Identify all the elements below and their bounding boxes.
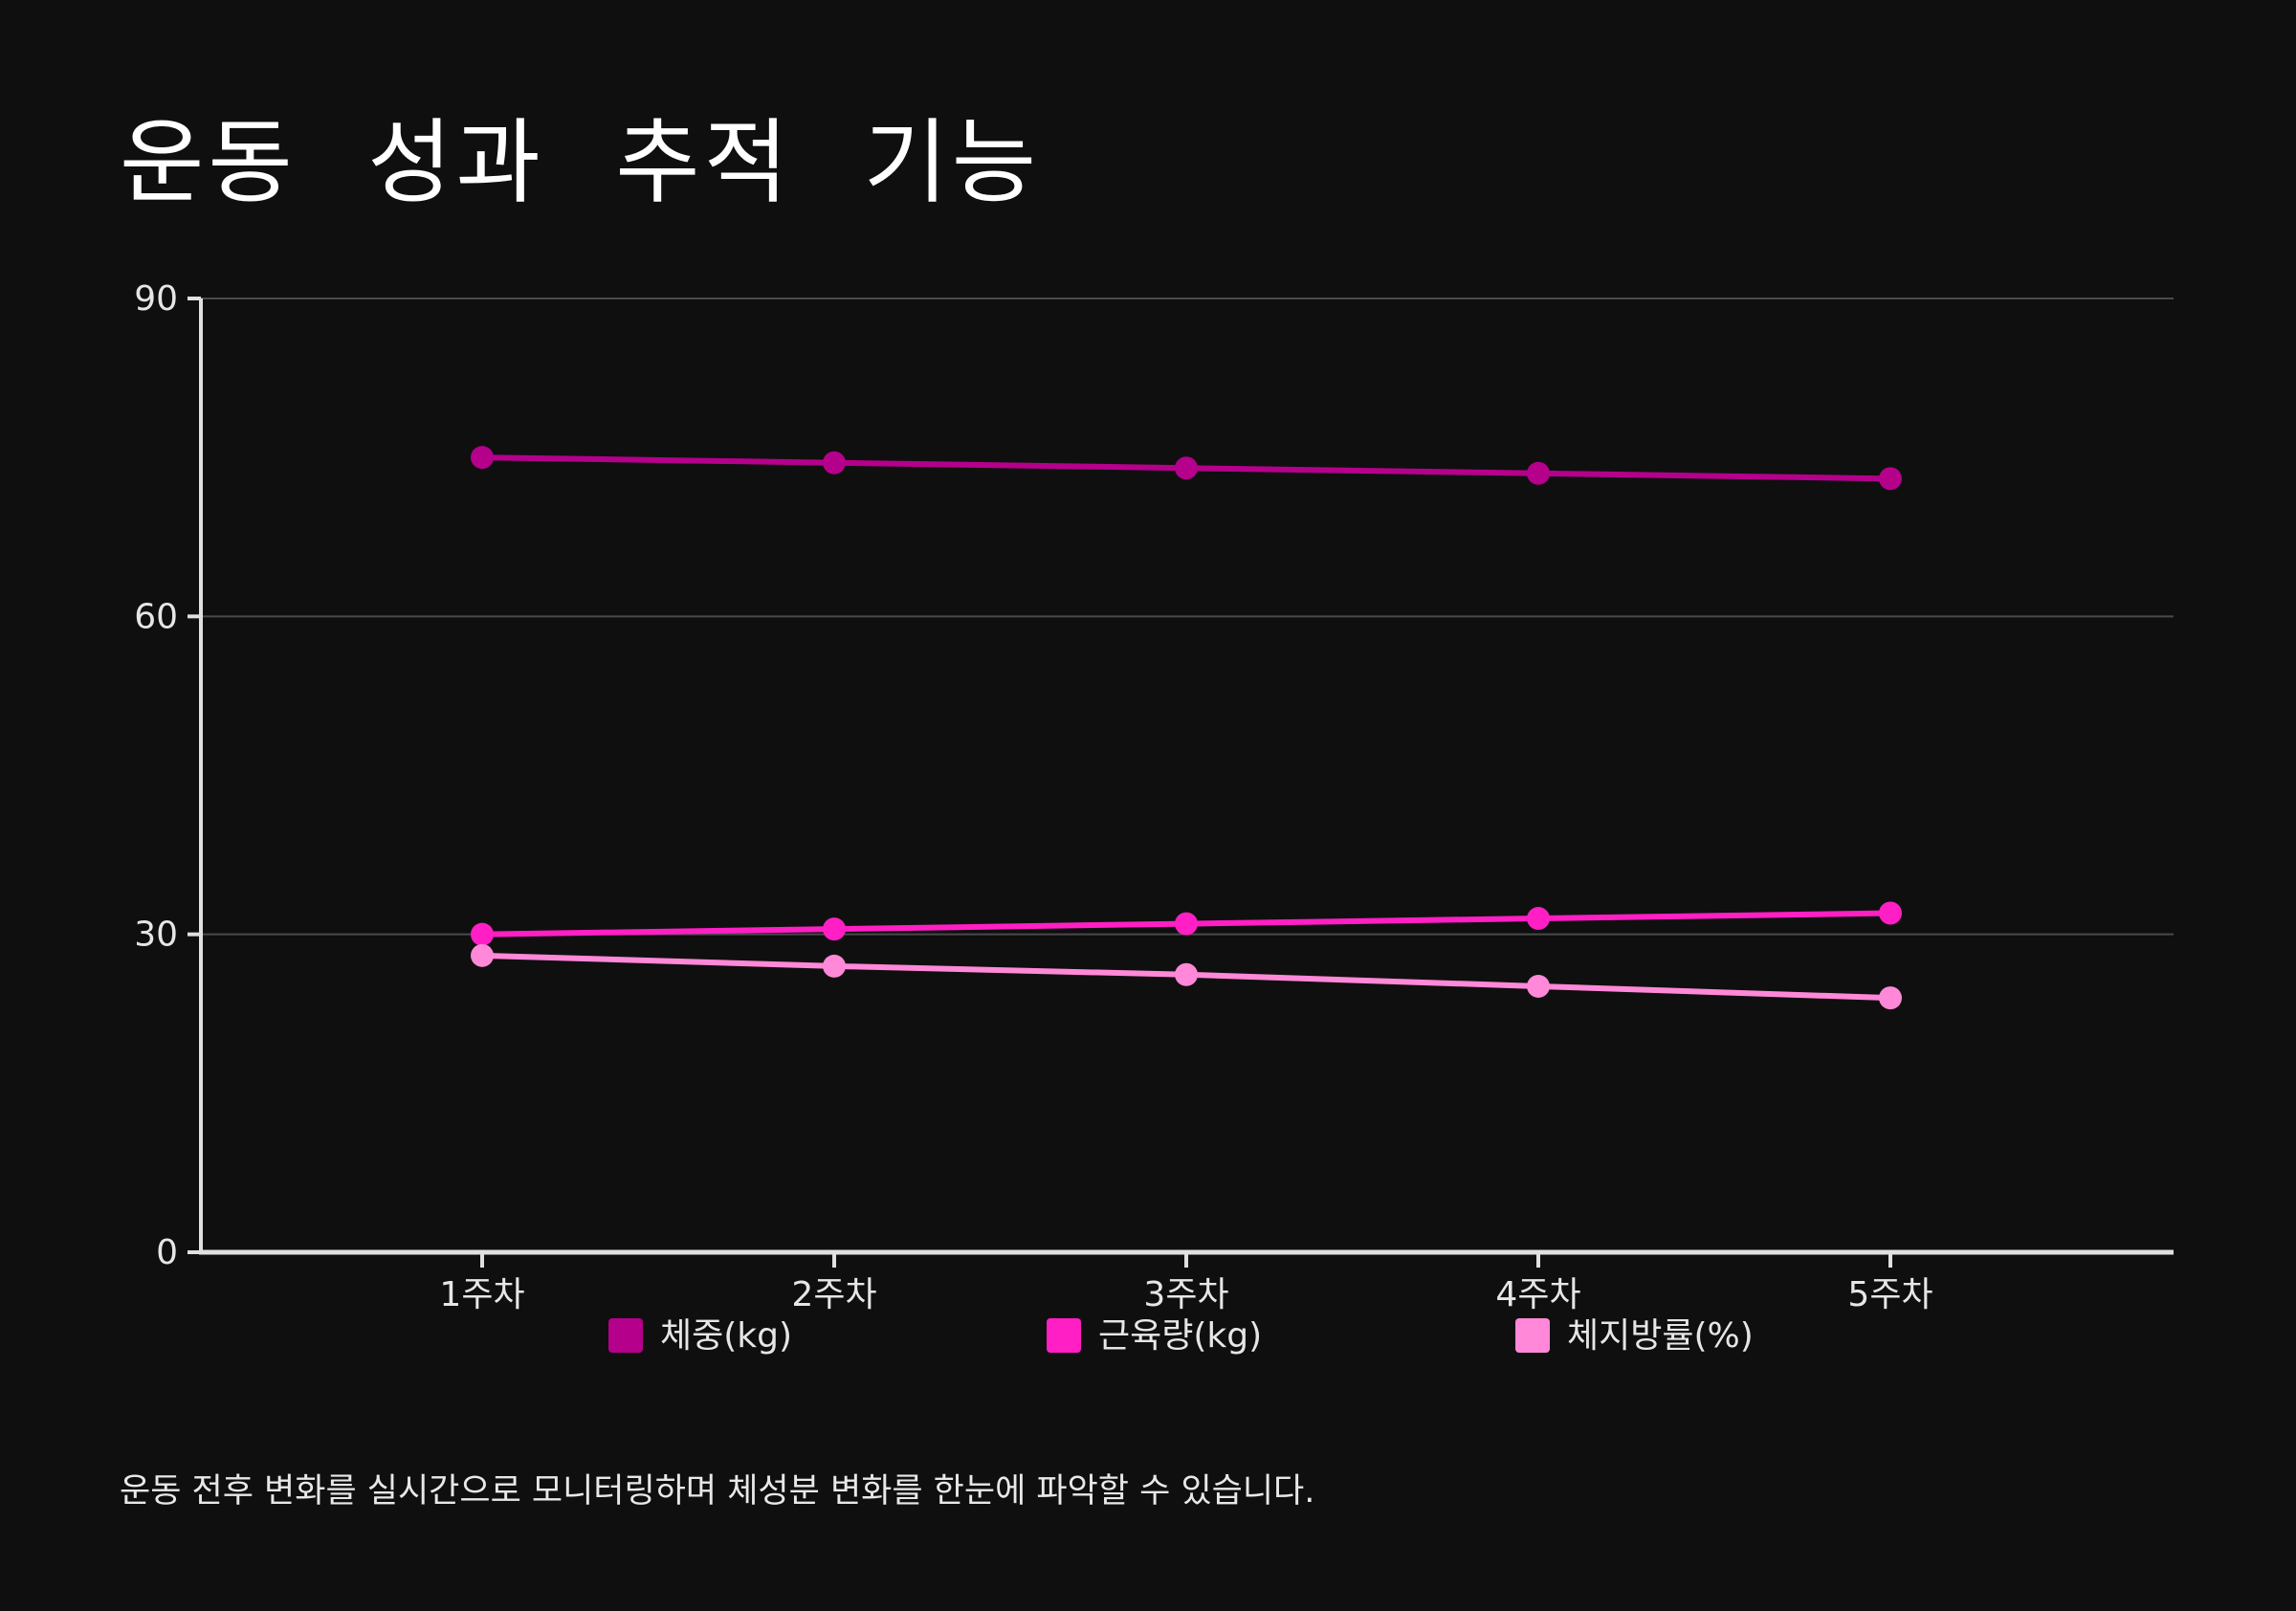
data-point: [1175, 962, 1198, 986]
y-tick-label: 60: [134, 597, 178, 636]
data-point: [1527, 461, 1550, 485]
y-tick-label: 0: [156, 1233, 178, 1272]
y-tick-label: 90: [134, 279, 178, 319]
legend-swatch: [1515, 1318, 1550, 1353]
x-tick-label: 3주차: [1143, 1275, 1228, 1314]
data-point: [823, 451, 846, 474]
data-point: [823, 917, 846, 941]
legend-swatch: [1047, 1318, 1081, 1353]
axes: 0 30 60 90 1주차 2주차 3주차 4주차 5주차: [134, 279, 2174, 1314]
chart-title: 운동 성과 추적 기능: [120, 109, 1041, 216]
data-point: [1175, 912, 1198, 936]
legend-label: 체지방률(%): [1567, 1316, 1754, 1356]
legend-label: 근육량(kg): [1098, 1316, 1262, 1356]
data-point: [1527, 974, 1550, 998]
data-point: [1527, 907, 1550, 931]
chart-footnote: 운동 전후 변화를 실시간으로 모니터링하며 체성분 변화를 한눈에 파악할 수…: [120, 1472, 1315, 1511]
grid-lines: [201, 298, 2174, 936]
data-point: [471, 922, 494, 946]
x-tick-label: 5주차: [1847, 1275, 1932, 1314]
data-point: [471, 943, 494, 967]
data-point: [1879, 986, 1902, 1010]
legend: 체중(kg) 근육량(kg) 체지방률(%): [608, 1316, 1754, 1356]
data-point: [1879, 467, 1902, 491]
data-point: [1879, 901, 1902, 925]
data-point: [1175, 456, 1198, 480]
legend-label: 체중(kg): [660, 1316, 792, 1356]
series: [471, 446, 1902, 1010]
data-point: [471, 446, 494, 470]
x-tick-label: 1주차: [439, 1275, 524, 1314]
x-tick-label: 2주차: [791, 1275, 876, 1314]
legend-swatch: [608, 1318, 643, 1353]
x-tick-label: 4주차: [1495, 1275, 1580, 1314]
data-point: [823, 954, 846, 978]
y-tick-label: 30: [134, 916, 178, 955]
